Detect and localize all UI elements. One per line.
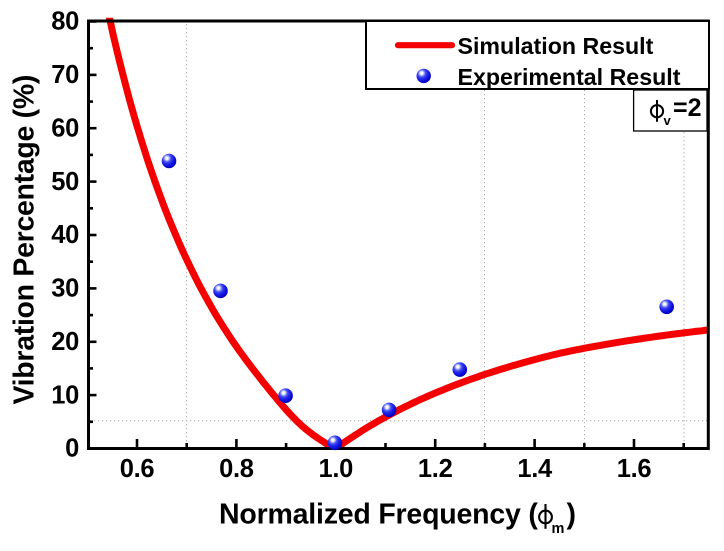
svg-text:v: v [664,113,672,128]
svg-text:Simulation Result: Simulation Result [458,33,654,59]
svg-text:Normalized Frequency (: Normalized Frequency ( [219,498,538,530]
svg-text:0.6: 0.6 [120,455,155,483]
svg-text:Vibration Percentage (%): Vibration Percentage (%) [9,75,41,405]
svg-text:80: 80 [51,8,79,36]
svg-text:20: 20 [51,328,79,356]
svg-text:10: 10 [51,381,79,409]
svg-text:30: 30 [51,275,79,303]
svg-text:1.6: 1.6 [617,455,652,483]
svg-text:60: 60 [51,114,79,142]
svg-text:1.4: 1.4 [517,455,553,483]
svg-text:50: 50 [51,168,79,196]
svg-text:): ) [567,498,577,530]
svg-text:Experimental Result: Experimental Result [458,64,681,90]
svg-text:1.0: 1.0 [319,455,354,483]
svg-text:=2: =2 [673,94,702,122]
svg-text:70: 70 [51,61,79,89]
svg-text:40: 40 [51,221,79,249]
svg-text:m: m [552,521,565,537]
svg-text:1.2: 1.2 [418,455,453,483]
svg-text:0: 0 [65,435,79,463]
svg-text:0.8: 0.8 [219,455,254,483]
